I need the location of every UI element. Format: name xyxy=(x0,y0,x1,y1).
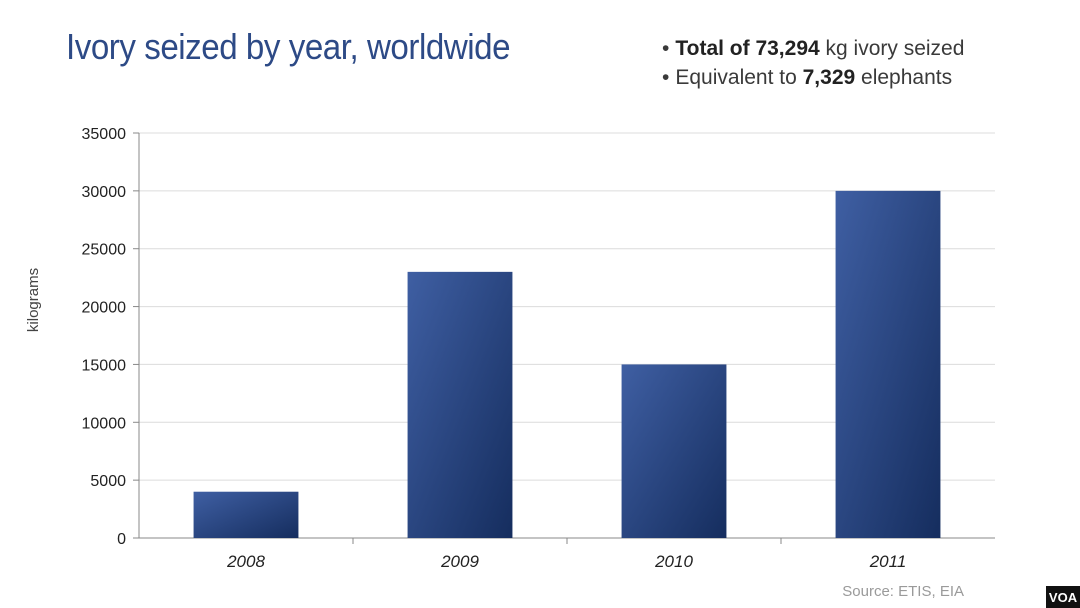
y-tick-label: 25000 xyxy=(82,242,127,259)
y-tick-label: 30000 xyxy=(82,184,127,201)
bar-2011 xyxy=(835,190,941,538)
voa-logo: VOA xyxy=(1046,586,1080,608)
note-equivalent-prefix: Equivalent to xyxy=(675,66,803,89)
note-total-prefix: Total of xyxy=(675,37,756,60)
tick-labels: 0 5000 10000 15000 20000 25000 30000 35000 2008 2… xyxy=(82,126,907,571)
y-tick-label: 15000 xyxy=(82,357,127,374)
note-total-suffix: kg ivory seized xyxy=(819,37,965,60)
bar-2008 xyxy=(193,491,299,538)
y-tick-label: 0 xyxy=(117,531,126,548)
bar-2010 xyxy=(621,364,727,538)
x-tick-label: 2011 xyxy=(869,552,907,571)
x-tick-label: 2009 xyxy=(440,552,479,571)
note-total: • Total of 73,294 kg ivory seized xyxy=(662,34,964,63)
chart-title: Ivory seized by year, worldwide xyxy=(66,26,511,67)
y-tick-label: 35000 xyxy=(82,126,127,143)
y-tick-label: 5000 xyxy=(90,473,126,490)
y-tick-label: 20000 xyxy=(82,300,127,317)
note-equivalent-suffix: elephants xyxy=(855,66,953,89)
summary-notes: • Total of 73,294 kg ivory seized • Equiva… xyxy=(662,34,964,92)
y-axis-label: kilograms xyxy=(25,268,42,332)
bullet-icon: • xyxy=(662,66,670,89)
bar-2009 xyxy=(407,271,513,538)
note-equivalent: • Equivalent to 7,329 elephants xyxy=(662,63,964,92)
x-tick-label: 2008 xyxy=(226,552,265,571)
bars xyxy=(193,190,941,538)
source-note: Source: ETIS, EIA xyxy=(842,583,964,600)
y-tick-label: 10000 xyxy=(82,415,127,432)
note-equivalent-value: 7,329 xyxy=(802,66,856,89)
x-tick-label: 2010 xyxy=(654,552,693,571)
note-total-value: 73,294 xyxy=(755,37,820,60)
bullet-icon: • xyxy=(662,37,670,60)
